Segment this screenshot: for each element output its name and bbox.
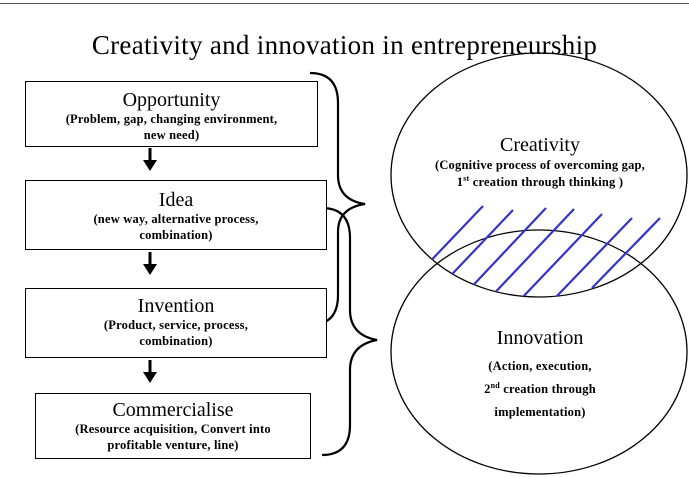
- invention-label: Invention: [137, 295, 215, 317]
- creativity-description-line1: (Cognitive process of overcoming gap,: [434, 158, 646, 172]
- invention-box: Invention (Product, service, process, co…: [25, 288, 327, 358]
- innovation-description-line1: (Action, execution,: [488, 359, 592, 373]
- idea-box: Idea (new way, alternative process, comb…: [25, 180, 327, 250]
- creativity-label: Creativity: [500, 134, 580, 156]
- opportunity-description-line1: (Problem, gap, changing environment,: [65, 112, 278, 126]
- arrow-idea-invention: [143, 252, 157, 275]
- commercialise-box: Commercialise (Resource acquisition, Con…: [35, 393, 311, 459]
- invention-description-line2: combination): [139, 334, 213, 348]
- creativity-description-line2: 1st creation through thinking ): [456, 173, 624, 189]
- commercialise-description-line2: profitable venture, line): [107, 438, 239, 452]
- opportunity-description-line2: new need): [143, 128, 200, 142]
- creativity-text: Creativity (Cognitive process of overcom…: [400, 133, 680, 191]
- top-rule: [0, 3, 689, 4]
- opportunity-box: Opportunity (Problem, gap, changing envi…: [25, 81, 318, 147]
- innovation-label: Innovation: [496, 327, 584, 349]
- commercialise-label: Commercialise: [112, 399, 234, 421]
- innovation-description-line2: 2nd creation through: [484, 380, 596, 396]
- arrow-invention-commercialise: [143, 360, 157, 383]
- innovation-circle: [390, 229, 688, 475]
- flow-arrows: [143, 148, 157, 383]
- arrow-opportunity-idea: [143, 148, 157, 171]
- overlap-hatching: [421, 205, 661, 297]
- idea-label: Idea: [158, 189, 194, 211]
- brace-innovation: [321, 206, 378, 457]
- idea-description-line2: combination): [139, 228, 213, 242]
- idea-description-line1: (new way, alternative process,: [93, 212, 259, 226]
- invention-description-line1: (Product, service, process,: [103, 318, 249, 332]
- innovation-description-line3: implementation): [494, 405, 586, 419]
- brace-creativity: [309, 71, 366, 327]
- braces: [309, 71, 378, 457]
- innovation-text: Innovation (Action, execution, 2nd creat…: [400, 326, 680, 421]
- opportunity-label: Opportunity: [122, 89, 221, 111]
- commercialise-description-line1: (Resource acquisition, Convert into: [75, 422, 271, 436]
- creativity-circle: [390, 52, 688, 298]
